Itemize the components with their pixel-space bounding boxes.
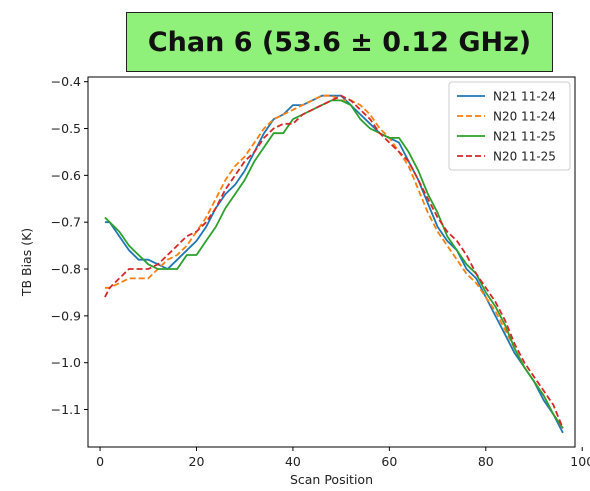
y-axis-ticks: −0.4 −0.5 −0.6 −0.7 −0.8 −0.9 −1.0 −1.1	[51, 74, 88, 417]
series-layer	[104, 94, 564, 434]
legend-label: N21 11-24	[493, 90, 556, 104]
x-tick-label: 80	[478, 454, 494, 469]
x-tick-label: 100	[570, 454, 590, 469]
y-tick-label: −1.1	[51, 402, 81, 417]
legend-box	[448, 81, 571, 171]
x-axis-ticks: 0 20 40 60 80 100	[96, 447, 590, 469]
legend-label: N21 11-25	[493, 130, 556, 144]
x-tick-label: 60	[381, 454, 397, 469]
y-tick-label: −0.8	[51, 262, 81, 277]
legend-label: N20 11-25	[493, 150, 556, 164]
series-line-2	[104, 94, 564, 429]
y-tick-label: −0.4	[51, 74, 81, 89]
x-tick-label: 20	[189, 454, 205, 469]
chart-title-box: Chan 6 (53.6 ± 0.12 GHz)	[126, 12, 553, 72]
legend-label: N20 11-24	[493, 110, 556, 124]
plot-frame	[87, 76, 576, 448]
y-tick-label: −0.7	[51, 215, 81, 230]
y-tick-label: −1.0	[51, 355, 81, 370]
legend: N21 11-24 N20 11-24 N21 11-25 N20 11-25	[448, 81, 571, 171]
y-axis-label: TB Bias (K)	[19, 228, 34, 297]
series-line-4	[104, 94, 564, 429]
x-axis-label: Scan Position	[290, 472, 373, 487]
chart-title: Chan 6 (53.6 ± 0.12 GHz)	[147, 26, 532, 58]
series-line-3	[104, 99, 564, 429]
y-tick-label: −0.9	[51, 308, 81, 323]
x-tick-label: 40	[285, 454, 301, 469]
y-tick-label: −0.6	[51, 168, 81, 183]
y-tick-label: −0.5	[51, 121, 81, 136]
x-tick-label: 0	[96, 454, 104, 469]
